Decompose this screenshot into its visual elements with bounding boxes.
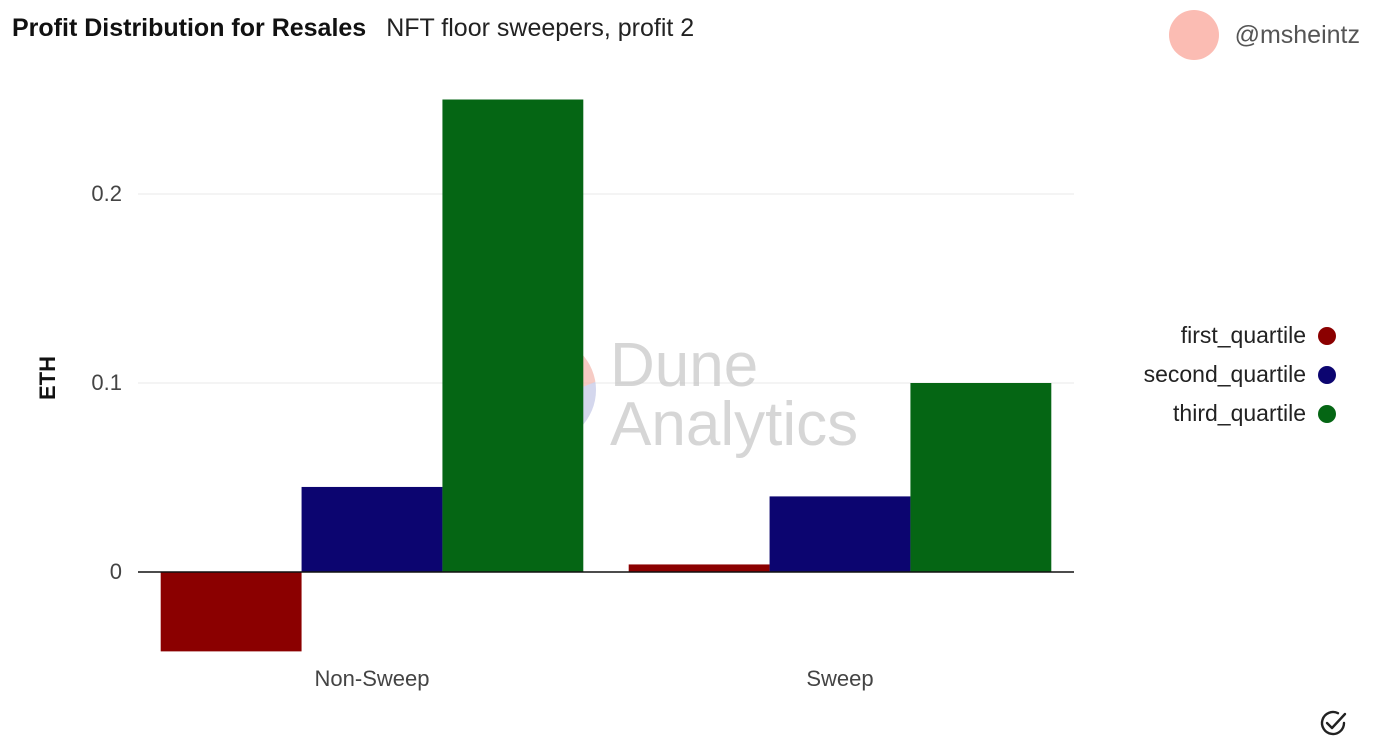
axes: 0 0.1 0.2 Non-Sweep Sweep	[91, 181, 1074, 691]
user-badge[interactable]: @msheintz	[1168, 10, 1360, 60]
grid-lines	[138, 193, 1074, 384]
bar-third_quartile-sweep[interactable]	[910, 383, 1052, 572]
y-tick-label: 0.2	[91, 181, 122, 206]
y-axis-title: ETH	[35, 356, 60, 400]
legend-swatch	[1318, 365, 1336, 384]
bar-first_quartile-non-sweep[interactable]	[160, 572, 302, 652]
y-tick-label: 0	[110, 559, 122, 584]
bar-second_quartile-sweep[interactable]	[769, 496, 911, 572]
check-circle-icon	[1320, 710, 1347, 736]
chart-subtitle: NFT floor sweepers, profit 2	[386, 14, 695, 42]
avatar[interactable]	[1168, 10, 1219, 60]
legend-item-second_quartile[interactable]: second_quartile	[1144, 361, 1336, 388]
legend-swatch	[1318, 326, 1336, 345]
legend-label: first_quartile	[1180, 322, 1306, 348]
legend-item-third_quartile[interactable]: third_quartile	[1173, 400, 1336, 427]
x-tick-label: Sweep	[806, 666, 873, 691]
bar-first_quartile-sweep[interactable]	[628, 564, 770, 572]
legend-label: second_quartile	[1143, 361, 1306, 387]
x-tick-label: Non-Sweep	[315, 666, 430, 691]
y-tick-label: 0.1	[91, 370, 122, 395]
legend-swatch	[1318, 404, 1336, 423]
bars	[160, 99, 1052, 652]
legend: first_quartile second_quartile third_quart…	[1144, 322, 1336, 427]
watermark-line1: Dune	[610, 331, 758, 400]
username[interactable]: @msheintz	[1234, 20, 1360, 49]
legend-label: third_quartile	[1173, 400, 1306, 426]
legend-item-first_quartile[interactable]: first_quartile	[1181, 322, 1336, 349]
chart-title: Profit Distribution for Resales	[12, 14, 367, 42]
bar-second_quartile-non-sweep[interactable]	[301, 486, 443, 572]
chart-header: Profit Distribution for Resales NFT floo…	[12, 14, 694, 50]
watermark-line2: Analytics	[610, 390, 858, 459]
bar-third_quartile-non-sweep[interactable]	[442, 99, 584, 573]
